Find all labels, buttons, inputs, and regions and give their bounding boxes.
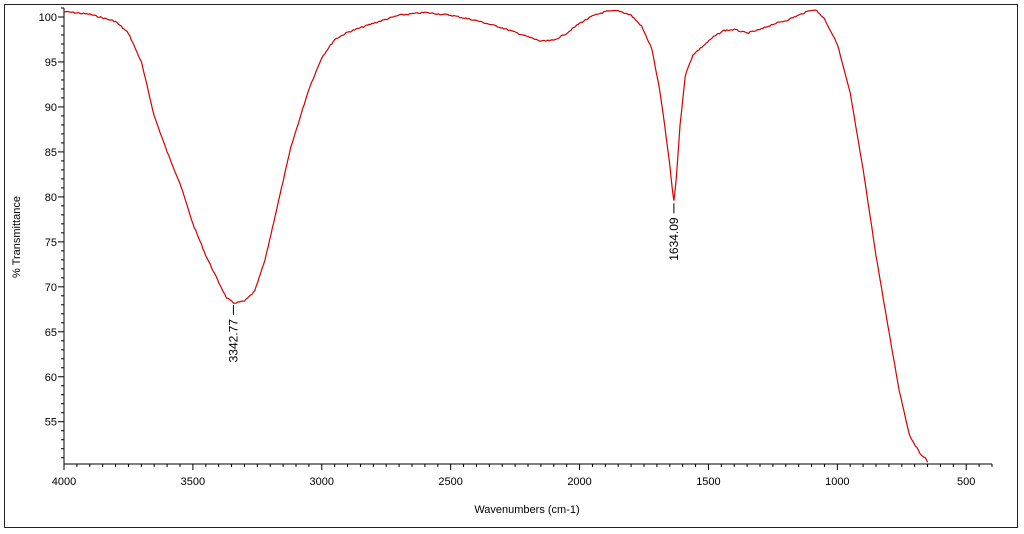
x-tick-label: 500 [957,476,975,488]
x-tick-label: 4000 [52,476,76,488]
y-tick-label: 85 [45,147,57,159]
chart-frame [4,4,1018,528]
y-tick-label: 55 [45,417,57,429]
peak-label: 3342.77 [226,319,240,363]
spectrum-line [63,9,929,463]
y-tick-label: 60 [45,372,57,384]
y-tick-label: 75 [45,237,57,249]
x-tick-label: 2500 [438,476,462,488]
x-tick-label: 3000 [310,476,334,488]
y-tick-label: 100 [39,12,57,24]
x-tick-label: 1000 [825,476,849,488]
y-tick-label: 90 [45,102,57,114]
series-layer [63,9,929,463]
y-tick-label: 95 [45,57,57,69]
y-tick-label: 65 [45,327,57,339]
axes-layer [63,8,992,465]
annotation-layer: 3342.77 1634.09 [226,203,681,363]
y-tick-label: 70 [45,282,57,294]
y-tick-label: 80 [45,192,57,204]
x-tick-label: 1500 [696,476,720,488]
y-axis-title: % Transmittance [11,196,23,278]
tick-layer: 4000 3500 3000 2500 2000 1500 1000 500 55 60 65 70 7… [39,7,993,488]
x-tick-label: 2000 [567,476,591,488]
peak-label: 1634.09 [667,217,681,261]
x-tick-label: 3500 [181,476,205,488]
x-axis-title: Wavenumbers (cm-1) [474,504,579,516]
